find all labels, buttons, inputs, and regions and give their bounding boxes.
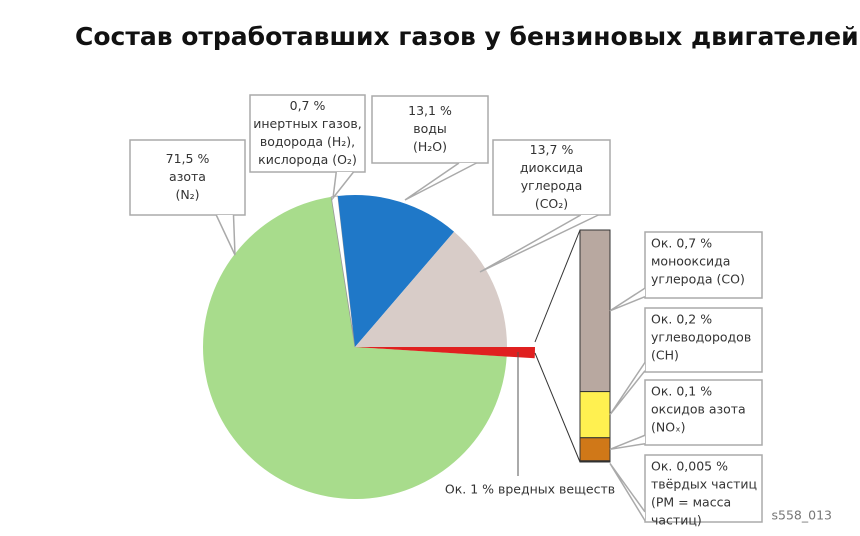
callout-box (249, 94, 366, 173)
bar-segment (579, 391, 611, 439)
pie-slice (355, 231, 507, 347)
callout-pointer (479, 214, 599, 273)
callout-pointer (609, 462, 646, 522)
callout-box (492, 139, 611, 216)
value-label: Ок. 0,1 % (651, 384, 712, 399)
slice-label: углерода (521, 178, 583, 193)
callout-box (644, 379, 763, 446)
pie-slice (202, 196, 507, 499)
callout-pointer (331, 171, 355, 201)
value-label: Ок. 0,7 % (651, 236, 712, 251)
value-label: 13,1 % (408, 103, 452, 118)
value-label: 0,7 % (290, 98, 326, 113)
segment-label: частиц) (651, 513, 702, 528)
callout-pointer (609, 287, 646, 312)
callout-pointer (609, 361, 646, 416)
slice-label: (H₂O) (413, 139, 447, 154)
segment-label: углерода (CO) (651, 272, 745, 287)
segment-label: оксидов азота (651, 402, 746, 417)
segment-label: монооксида (651, 254, 730, 269)
segment-label: твёрдых частиц (651, 477, 757, 492)
pie-slice (337, 195, 455, 347)
connector (534, 352, 581, 463)
callout-box (129, 139, 246, 216)
slice-label: азота (169, 169, 206, 184)
slice-label: кислорода (O₂) (258, 152, 357, 167)
slice-label: инертных газов, (253, 116, 361, 131)
callout-box (644, 454, 763, 523)
callout-box (644, 307, 763, 373)
slice-label: (CO₂) (535, 196, 568, 211)
callout-pointer (404, 162, 477, 201)
chart-title: Состав отработавших газов у бензиновых д… (75, 22, 859, 51)
slice-label: водорода (H₂), (260, 134, 355, 149)
figure-id: s558_013 (772, 508, 832, 523)
callout-box (644, 231, 763, 299)
pie-slice (355, 347, 535, 359)
callout-pointer (215, 214, 236, 256)
segment-label: (CH) (651, 348, 679, 363)
value-label: 71,5 % (166, 151, 210, 166)
slice-label: (N₂) (175, 187, 199, 202)
value-label: 13,7 % (530, 142, 574, 157)
value-label: Ок. 0,005 % (651, 459, 728, 474)
segment-label: углеводородов (651, 330, 751, 345)
value-label: Ок. 0,2 % (651, 312, 712, 327)
value-label: Ок. 1 % вредных веществ (445, 482, 615, 497)
bar-segment (579, 460, 611, 463)
connector (534, 229, 581, 343)
segment-label: (PM = масса (651, 495, 731, 510)
slice-label: воды (413, 121, 447, 136)
callout-box (371, 95, 489, 164)
callout-pointer (609, 434, 646, 451)
bar-segment (579, 229, 611, 393)
segment-label: (NOₓ) (651, 420, 686, 435)
bar-segment (579, 437, 611, 462)
slice-label: диоксида (520, 160, 583, 175)
